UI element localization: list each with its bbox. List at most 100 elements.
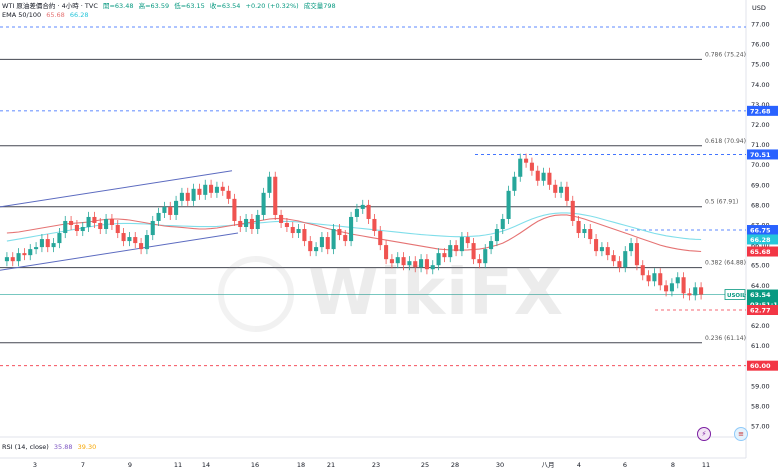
- x-tick-label: 八月: [542, 461, 555, 469]
- y-tick-label: 76.00: [751, 41, 770, 49]
- symbol-info-bar: WTI 原油差價合約 · 4小時 · TVC 開=63.48 高=63.59 低…: [2, 2, 339, 11]
- candle-body: [232, 198, 237, 221]
- candle-body: [249, 218, 254, 230]
- x-tick-label: 11: [702, 461, 710, 469]
- x-tick-label: 28: [451, 461, 459, 469]
- candle-body: [413, 261, 418, 268]
- y-tick-label: 68.00: [751, 201, 770, 209]
- candle-body: [16, 253, 21, 262]
- price-axis-badge-text: 72.68: [750, 107, 771, 115]
- x-tick-label: 25: [421, 461, 429, 469]
- candle-body: [360, 204, 365, 209]
- x-tick-label: 21: [327, 461, 335, 469]
- candle-body: [343, 235, 348, 242]
- rsi-label: RSI (14, close): [2, 443, 49, 451]
- candle-body: [144, 235, 149, 250]
- flag-icon[interactable]: ≡: [734, 427, 748, 441]
- ema100-line: [6, 212, 702, 242]
- candle-body: [436, 253, 441, 266]
- candle-body: [203, 184, 208, 195]
- price-change: +0.20 (+0.32%): [245, 2, 299, 10]
- watermark-text: WikiFX: [308, 256, 565, 330]
- channel-lower-line: [0, 232, 239, 271]
- price-axis-badge-text: 03:51:14: [750, 301, 780, 309]
- y-tick-label: 65.00: [751, 262, 770, 270]
- candle-body: [302, 229, 307, 242]
- ohlc-low: 低=63.15: [174, 2, 205, 10]
- x-tick-label: 16: [251, 461, 259, 469]
- x-tick-label: 6: [623, 461, 627, 469]
- candle-body: [553, 184, 558, 193]
- price-axis-badge: [747, 305, 778, 316]
- candle-body: [594, 239, 599, 252]
- candle-body: [658, 273, 663, 286]
- candle-body: [45, 239, 50, 248]
- candle-body: [290, 227, 295, 234]
- candle-body: [634, 243, 639, 266]
- candle-body: [238, 220, 243, 228]
- candle-body: [506, 190, 511, 219]
- price-axis-badge: [747, 105, 778, 116]
- candle-body: [109, 218, 114, 225]
- candle-body: [512, 176, 517, 191]
- candle-body: [28, 249, 33, 256]
- symbol-name[interactable]: WTI 原油差價合約 · 4小時 · TVC: [2, 2, 98, 10]
- candle-body: [273, 176, 278, 215]
- fib-level-label: 0.236 (61.14): [705, 335, 746, 342]
- y-tick-label: 74.00: [751, 81, 770, 89]
- candle-body: [209, 184, 214, 193]
- candle-body: [518, 158, 523, 177]
- ema-legend[interactable]: EMA 50/100 65.68 66.28: [2, 11, 91, 20]
- candle-body: [121, 233, 126, 242]
- symbol-tag: [724, 289, 746, 300]
- candle-body: [611, 255, 616, 262]
- flash-icon[interactable]: ⚡: [697, 427, 711, 441]
- candle-body: [384, 245, 389, 260]
- x-tick-label: 30: [496, 461, 504, 469]
- fib-level-label: 0.786 (75.24): [705, 51, 746, 58]
- candle-body: [489, 241, 494, 250]
- candle-body: [179, 192, 184, 201]
- candle-body: [664, 285, 669, 292]
- candle-body: [133, 237, 138, 244]
- price-axis-badge-text: 60.00: [750, 362, 771, 370]
- y-tick-label: 70.00: [751, 161, 770, 169]
- y-tick-label: 58.00: [751, 402, 770, 410]
- candle-body: [104, 218, 109, 230]
- candle-body: [325, 237, 330, 250]
- ohlc-high: 高=63.59: [138, 2, 170, 10]
- candle-body: [214, 186, 219, 193]
- candle-body: [547, 172, 552, 185]
- candle-body: [244, 218, 249, 228]
- candle-body: [477, 259, 482, 264]
- candle-body: [576, 220, 581, 234]
- candle-body: [395, 257, 400, 264]
- candle-body: [162, 206, 167, 213]
- candle-body: [34, 247, 39, 250]
- candle-body: [80, 227, 85, 232]
- candle-body: [349, 216, 354, 242]
- x-tick-label: 9: [128, 461, 132, 469]
- candle-body: [39, 239, 44, 248]
- candle-body: [401, 257, 406, 266]
- candle-body: [10, 257, 15, 262]
- price-axis-badge: [747, 225, 778, 236]
- price-axis-badge-text: 66.28: [750, 236, 771, 244]
- candle-body: [564, 186, 569, 201]
- candle-body: [623, 251, 628, 268]
- candle-body: [150, 220, 155, 236]
- price-axis-badge: [747, 246, 778, 257]
- fib-level-label: 0.382 (64.88): [705, 260, 746, 267]
- candle-body: [599, 247, 604, 252]
- rsi-legend[interactable]: RSI (14, close) 35.88 39.30: [2, 443, 99, 452]
- ema50-value: 65.68: [46, 11, 65, 19]
- candle-body: [366, 204, 371, 219]
- candle-body: [267, 176, 272, 193]
- candle-body: [687, 293, 692, 296]
- candle-body: [308, 241, 313, 252]
- candle-body: [22, 253, 27, 256]
- candle-body: [174, 200, 179, 215]
- candle-body: [372, 218, 377, 232]
